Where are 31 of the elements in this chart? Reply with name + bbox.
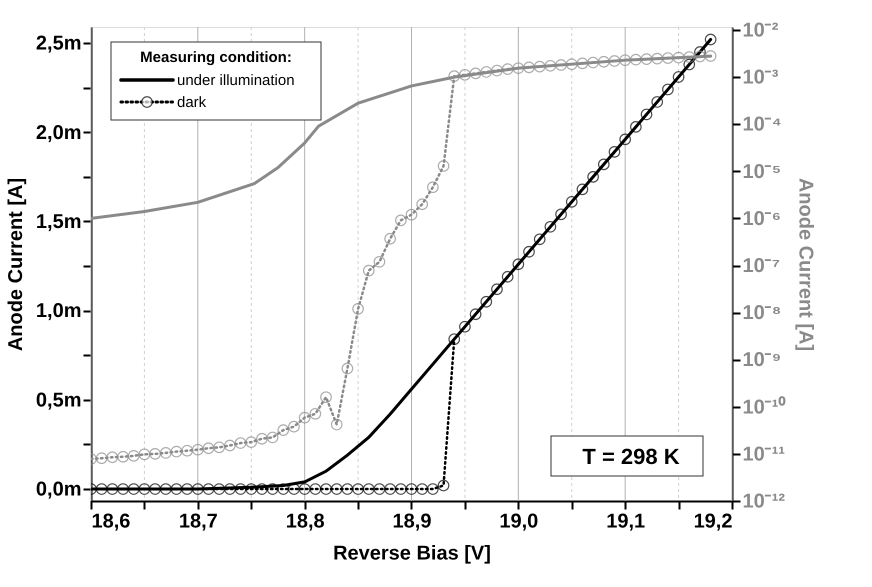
y-tick-label: 2,5m [36,32,82,55]
y2-tick-label: 10⁻² [742,20,779,42]
y-tick-label: 2,0m [36,122,82,144]
y-axis-title: Anode Current [A] [4,178,27,352]
y2-axis-title: Anode Current [A] [794,178,816,352]
legend-label: under illumination [177,72,295,89]
x-axis-title: Reverse Bias [V] [333,542,491,564]
y2-tick-label: 10⁻⁸ [742,302,782,324]
y2-tick-label: 10⁻³ [742,66,779,89]
x-tick-label: 18,6 [92,510,130,532]
y2-tick-label: 10⁻⁹ [742,349,782,372]
x-tick-label: 19,1 [606,510,646,532]
x-tick-label: 18,9 [392,510,432,532]
x-tick-label: 18,7 [178,510,218,532]
y-tick-label: 1,5m [36,210,82,233]
x-tick-label: 18,8 [286,510,325,532]
y-tick-label: 0,5m [36,389,82,412]
y2-tick-label: 10⁻¹¹ [742,443,786,466]
legend-label: dark [177,94,207,111]
y2-tick-label: 10⁻¹² [742,490,786,512]
y2-tick-label: 10⁻⁶ [742,208,781,230]
y2-tick-label: 10⁻⁷ [742,255,780,278]
y-tick-label: 0,0m [36,478,82,501]
legend-title: Measuring condition: [140,49,292,66]
y-tick-label: 1,0m [36,300,82,322]
x-tick-label: 19,0 [499,510,538,532]
annotation: T = 298 K [582,444,680,469]
x-tick-label: 19,2 [694,510,732,532]
y2-tick-label: 10⁻⁵ [742,160,782,183]
y2-tick-label: 10⁻¹⁰ [742,395,786,418]
y2-tick-label: 10⁻⁴ [742,114,782,136]
